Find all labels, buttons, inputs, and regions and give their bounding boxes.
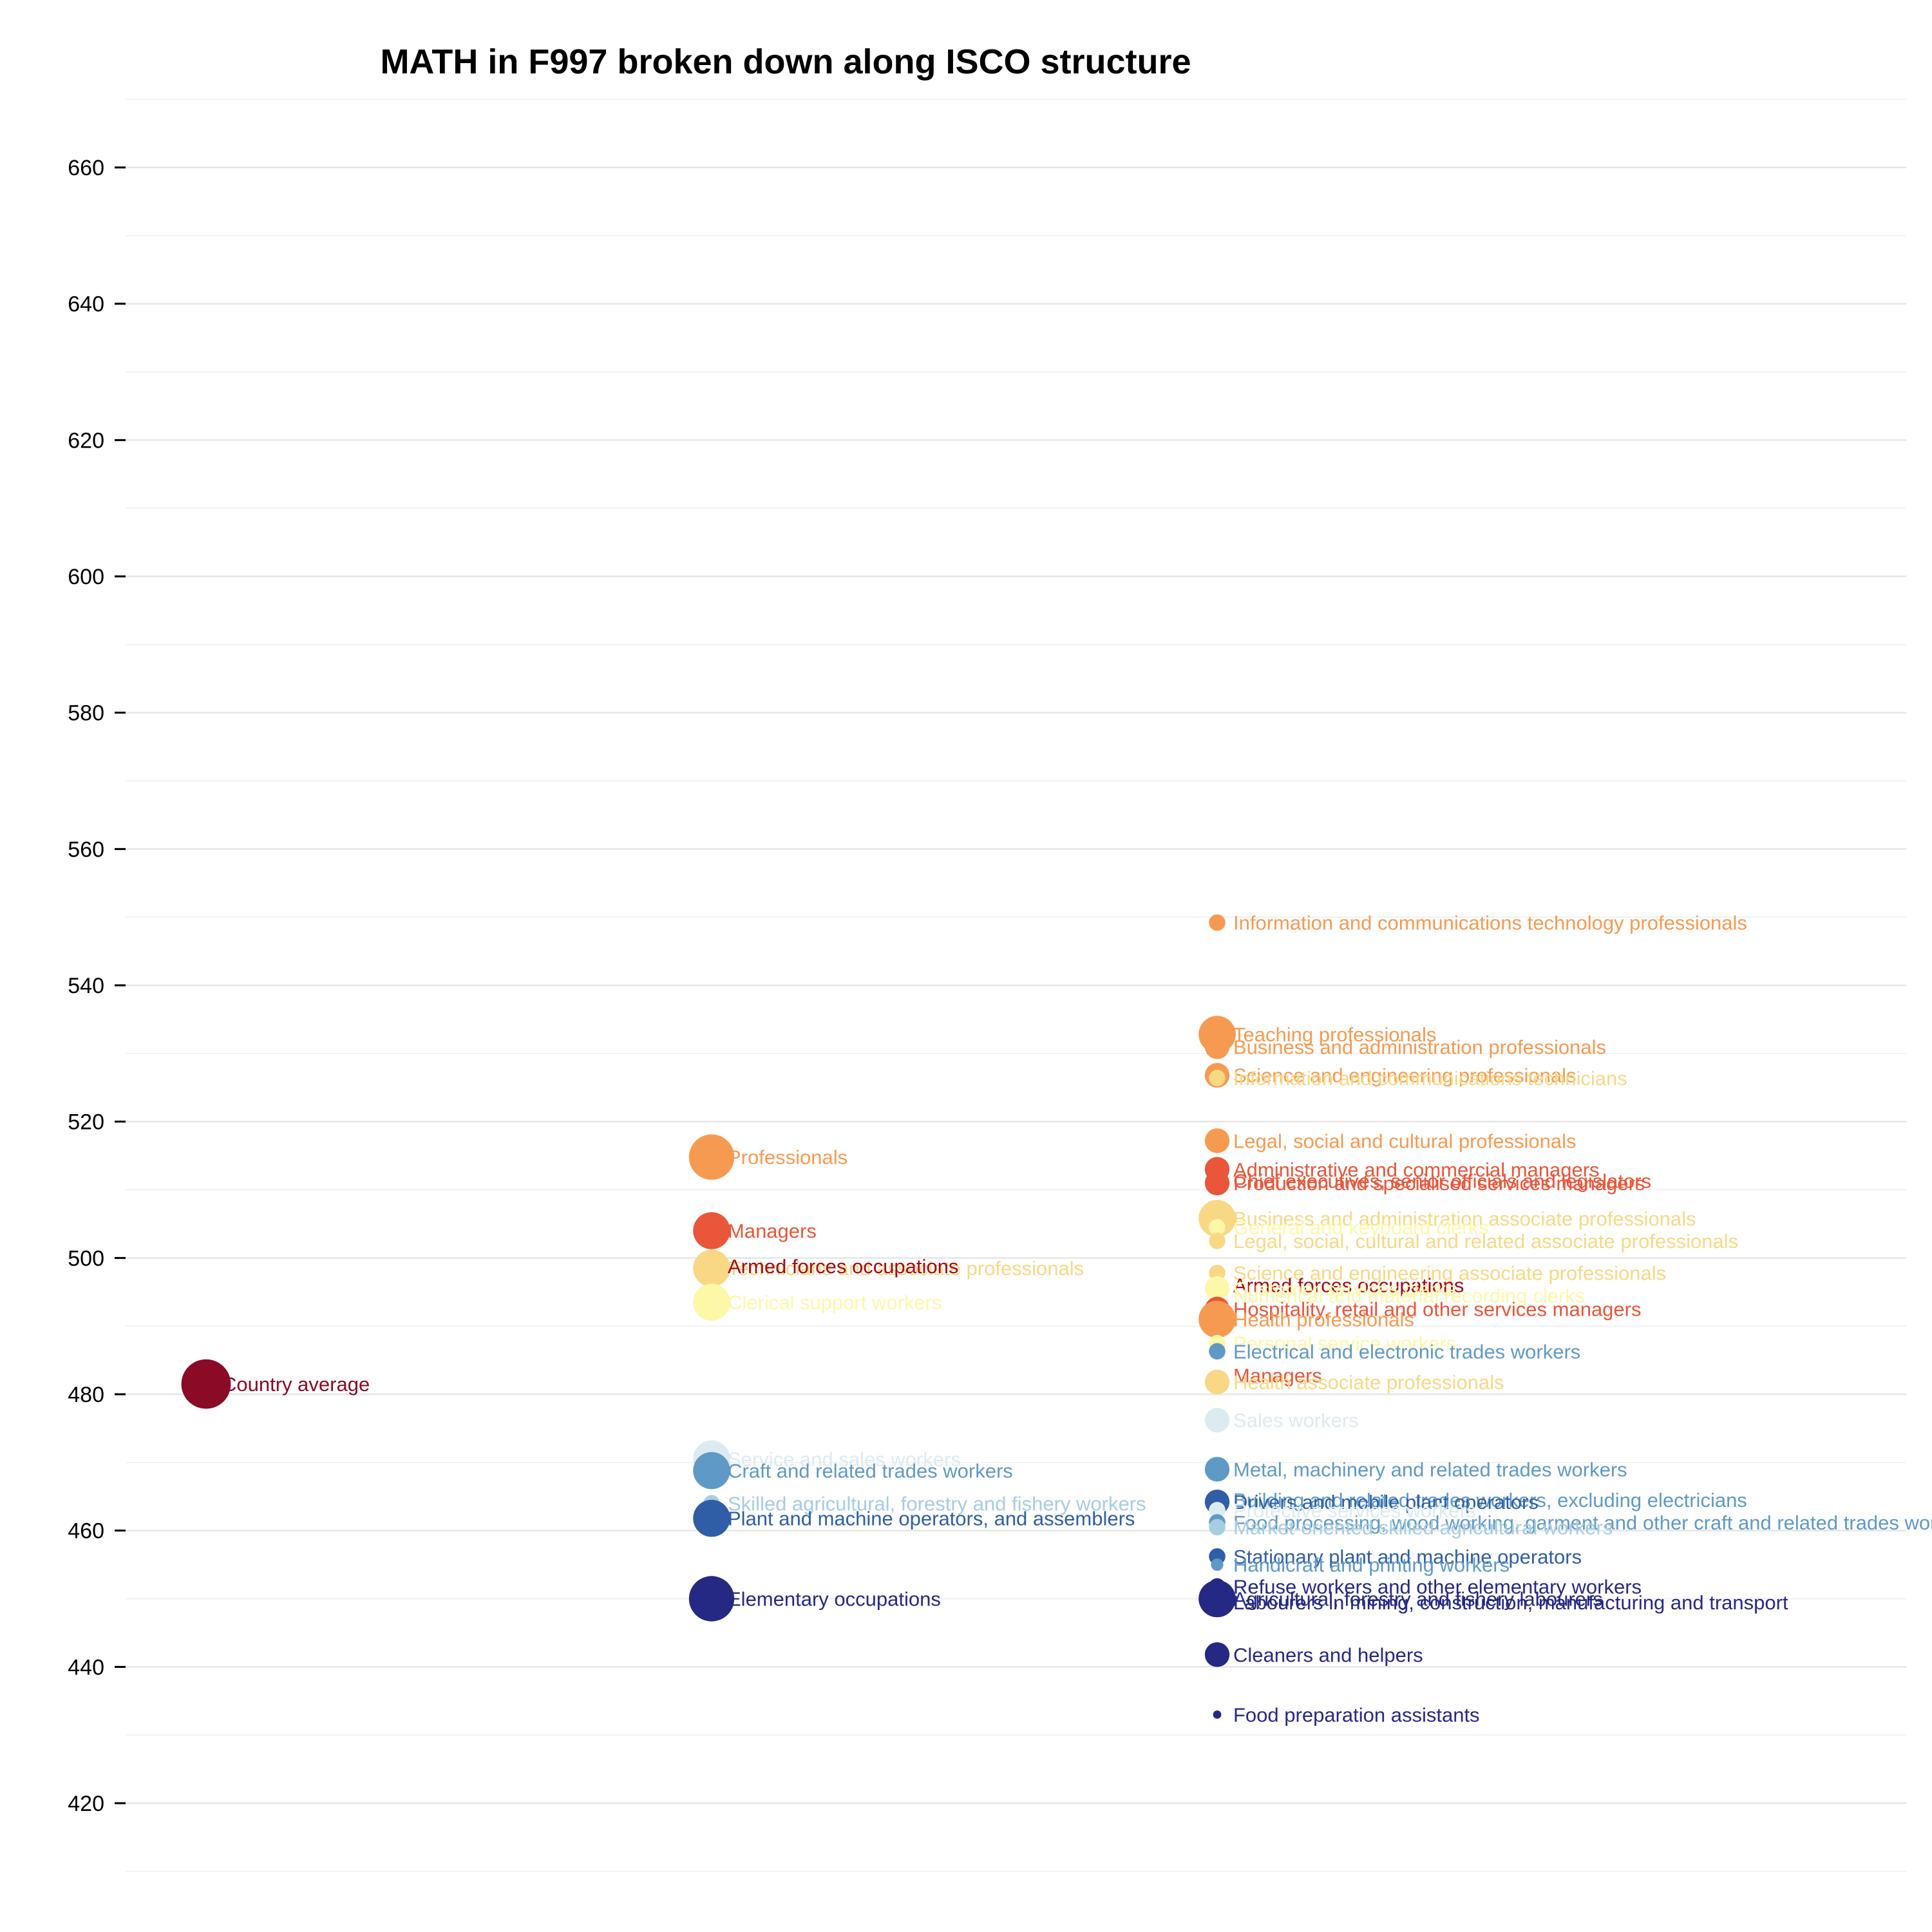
y-tick-label: 460 bbox=[68, 1519, 104, 1544]
data-label: Building and related trades workers, exc… bbox=[1233, 1489, 1747, 1511]
data-point bbox=[1204, 1589, 1230, 1615]
data-label: General and keyboard clerks bbox=[1233, 1217, 1488, 1239]
data-point bbox=[693, 1452, 730, 1490]
data-point bbox=[1209, 1519, 1226, 1536]
data-label: Sales workers bbox=[1233, 1409, 1359, 1432]
data-label: Managers bbox=[728, 1220, 817, 1242]
data-label: Legal, social, cultural and related asso… bbox=[1233, 1230, 1738, 1253]
data-point bbox=[1204, 1128, 1230, 1153]
data-label: Health associate professionals bbox=[1233, 1371, 1504, 1394]
data-label: Cleaners and helpers bbox=[1233, 1643, 1423, 1666]
data-point bbox=[1209, 1218, 1226, 1236]
data-label: Administrative and commercial managers bbox=[1233, 1159, 1600, 1181]
y-tick-label: 500 bbox=[68, 1246, 104, 1271]
data-label: Metal, machinery and related trades work… bbox=[1233, 1458, 1627, 1481]
data-point bbox=[1198, 1300, 1236, 1338]
data-label: Business and administration professional… bbox=[1233, 1036, 1606, 1058]
data-label: Personal service workers bbox=[1233, 1332, 1456, 1355]
data-label: Managers bbox=[1233, 1364, 1322, 1387]
data-label: Science and engineering associate profes… bbox=[1233, 1262, 1666, 1285]
data-label: Teaching professionals bbox=[1233, 1023, 1436, 1046]
y-tick-label: 540 bbox=[68, 974, 104, 998]
data-point bbox=[1204, 1034, 1230, 1059]
data-points: Country average Professionals Managers Tech… bbox=[181, 912, 1932, 1726]
y-tick-label: 480 bbox=[68, 1383, 104, 1407]
data-point bbox=[1209, 1502, 1226, 1519]
data-label: Information and communications technicia… bbox=[1233, 1067, 1627, 1090]
y-tick-label: 640 bbox=[68, 292, 104, 317]
data-label: Stationary plant and machine operators bbox=[1233, 1546, 1582, 1568]
y-tick-label: 440 bbox=[68, 1655, 104, 1680]
data-label: Armed forces occupations bbox=[1233, 1274, 1464, 1297]
data-label: Customer services clerks bbox=[1233, 1278, 1456, 1300]
data-label: Food processing, wood working, garment a… bbox=[1233, 1511, 1932, 1534]
data-label: Technicians and associate professionals bbox=[728, 1257, 1084, 1280]
chart-title: MATH in F997 broken down along ISCO stru… bbox=[380, 43, 1191, 81]
data-point bbox=[693, 1283, 730, 1321]
data-label: Clerical support workers bbox=[728, 1291, 942, 1314]
data-label: Chief executives, senior officials and l… bbox=[1233, 1170, 1651, 1193]
data-point bbox=[688, 1576, 735, 1622]
data-point bbox=[1209, 1070, 1226, 1086]
gridlines bbox=[126, 99, 1906, 1872]
data-label: Plant and machine operators, and assembl… bbox=[728, 1508, 1135, 1530]
data-label: Electrical and electronic trades workers bbox=[1233, 1340, 1580, 1363]
data-point bbox=[1211, 1558, 1224, 1571]
data-label: Production and specialised services mana… bbox=[1233, 1172, 1645, 1195]
data-label: Armed forces occupations bbox=[728, 1255, 958, 1278]
data-label: Health professionals bbox=[1233, 1309, 1414, 1331]
data-point bbox=[1204, 1408, 1230, 1433]
data-label: Refuse workers and other elementary work… bbox=[1233, 1575, 1642, 1598]
data-point bbox=[1204, 1369, 1230, 1395]
y-tick-label: 600 bbox=[68, 565, 104, 589]
data-point bbox=[693, 1212, 730, 1249]
data-label: Protective services workers bbox=[1233, 1499, 1476, 1522]
data-label: Business and administration associate pr… bbox=[1233, 1208, 1696, 1230]
data-point bbox=[1209, 914, 1226, 931]
y-tick-label: 660 bbox=[68, 156, 104, 180]
data-label: Science and engineering professionals bbox=[1233, 1065, 1577, 1087]
y-tick-label: 620 bbox=[68, 428, 104, 453]
y-tick-label: 580 bbox=[68, 701, 104, 726]
data-label: Legal, social and cultural professionals bbox=[1233, 1130, 1576, 1152]
data-point bbox=[1204, 1170, 1230, 1196]
data-point bbox=[1204, 1642, 1230, 1667]
y-axis: 420 440 460 480 500 520 540 560 580 600 620 640 660 bbox=[68, 156, 126, 1816]
data-label: Craft and related trades workers bbox=[728, 1460, 1013, 1482]
data-label: Professionals bbox=[728, 1146, 848, 1169]
data-point bbox=[1213, 1710, 1222, 1719]
data-label: Skilled agricultural, forestry and fishe… bbox=[728, 1492, 1146, 1515]
y-tick-label: 520 bbox=[68, 1110, 104, 1135]
data-label: Numerical and material recording clerks bbox=[1233, 1285, 1585, 1307]
data-label: Handicraft and printing workers bbox=[1233, 1554, 1510, 1577]
data-label: Labourers in mining, construction, manuf… bbox=[1233, 1591, 1788, 1614]
data-point bbox=[1209, 1233, 1226, 1249]
data-label: Country average bbox=[222, 1373, 370, 1396]
data-point bbox=[1204, 1457, 1230, 1482]
y-tick-label: 420 bbox=[68, 1792, 104, 1816]
data-label: Drivers and mobile plant operators bbox=[1233, 1491, 1539, 1513]
data-point bbox=[1198, 1200, 1236, 1237]
data-point bbox=[688, 1134, 735, 1180]
data-point bbox=[181, 1359, 231, 1409]
data-point bbox=[693, 1249, 730, 1287]
data-label: Service and sales workers bbox=[728, 1448, 961, 1471]
data-label: Market-oriented skilled agricultural wor… bbox=[1233, 1516, 1613, 1539]
data-label: Agricultural, forestry and fishery labou… bbox=[1233, 1588, 1603, 1611]
y-tick-label: 560 bbox=[68, 837, 104, 862]
data-label: Information and communications technolog… bbox=[1233, 912, 1747, 934]
data-label: Elementary occupations bbox=[728, 1588, 941, 1611]
data-point bbox=[693, 1499, 730, 1537]
data-label: Food preparation assistants bbox=[1233, 1703, 1480, 1726]
data-label: Hospitality, retail and other services m… bbox=[1233, 1298, 1642, 1321]
data-point bbox=[1209, 1343, 1226, 1360]
